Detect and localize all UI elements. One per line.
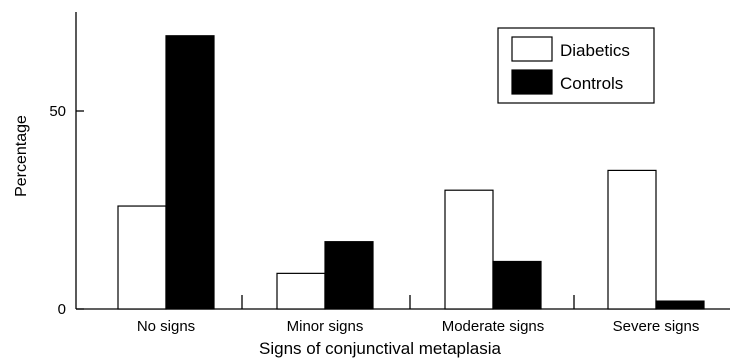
bar-controls-severe-signs xyxy=(655,300,705,310)
bar-controls-minor-signs xyxy=(324,241,374,310)
bar-controls-no-signs xyxy=(165,35,215,310)
bar-diabetics-severe-signs xyxy=(607,169,657,310)
legend-label-diabetics: Diabetics xyxy=(560,41,630,60)
bar-diabetics-moderate-signs xyxy=(444,189,494,310)
legend-label-controls: Controls xyxy=(560,74,623,93)
x-tick-minor-signs: Minor signs xyxy=(287,318,364,335)
x-tick-no-signs: No signs xyxy=(137,318,195,335)
bars xyxy=(117,35,705,310)
x-tick-severe-signs: Severe signs xyxy=(613,318,700,335)
bar-controls-moderate-signs xyxy=(492,260,542,310)
bar-diabetics-no-signs xyxy=(117,205,167,310)
x-tick-moderate-signs: Moderate signs xyxy=(442,318,545,335)
y-tick-0: 0 xyxy=(58,301,66,318)
legend: Diabetics Controls xyxy=(497,27,655,104)
tick-labels: 0 50 No signs Minor signs Moderate signs… xyxy=(49,103,699,335)
y-axis-label: Percentage xyxy=(13,115,30,197)
legend-swatch-controls xyxy=(511,69,553,95)
x-axis-label: Signs of conjunctival metaplasia xyxy=(259,339,501,358)
bar-diabetics-minor-signs xyxy=(276,272,326,310)
y-tick-50: 50 xyxy=(49,103,66,120)
legend-swatch-diabetics xyxy=(511,36,553,62)
